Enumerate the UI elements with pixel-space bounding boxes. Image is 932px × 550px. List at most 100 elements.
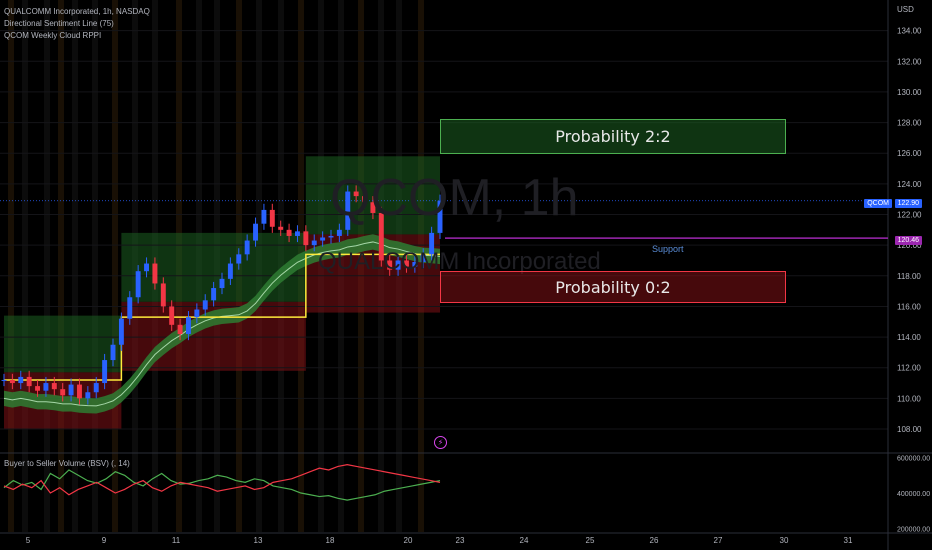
session-stripe <box>44 0 50 532</box>
candle-body <box>378 212 384 261</box>
candle-body <box>227 263 233 279</box>
sub-y-tick-label: 400000.00 <box>897 491 930 498</box>
legend-indicator-cloud[interactable]: QCOM Weekly Cloud RPPI <box>4 31 102 40</box>
candle-body <box>93 383 99 393</box>
lightning-icon[interactable]: ⚡ <box>434 436 447 449</box>
x-tick-label: 20 <box>404 536 413 545</box>
candle-body <box>152 263 158 284</box>
probability-down-box[interactable]: Probability 0:2 <box>440 271 786 303</box>
candle-body <box>18 376 24 384</box>
y-tick-label: 128.00 <box>897 119 922 128</box>
session-stripe <box>112 0 118 532</box>
candle-body <box>261 209 267 224</box>
legend-main[interactable]: QUALCOMM Incorporated, 1h, NASDAQ <box>4 7 150 16</box>
candle-body <box>336 229 342 236</box>
candle-body <box>278 226 284 230</box>
candle-body <box>403 260 409 267</box>
legend-subpane[interactable]: Buyer to Seller Volume (BSV) (, 14) <box>4 459 130 468</box>
y-tick-label: 108.00 <box>897 425 922 434</box>
cloud-bull-zone <box>305 156 440 235</box>
candle-body <box>9 379 15 384</box>
y-tick-label: 126.00 <box>897 149 922 158</box>
buyer-volume-line <box>3 469 441 501</box>
legend-indicator-dsl[interactable]: Directional Sentiment Line (75) <box>4 19 114 28</box>
candle-body <box>437 200 443 233</box>
y-tick-label: 132.00 <box>897 57 922 66</box>
y-tick-label: 124.00 <box>897 180 922 189</box>
candle-body <box>412 262 418 267</box>
y-tick-label: 112.00 <box>897 364 921 373</box>
candle-body <box>35 386 41 391</box>
candle-body <box>370 202 376 213</box>
candle-body <box>211 288 217 301</box>
probability-up-box[interactable]: Probability 2:2 <box>440 119 786 154</box>
x-tick-label: 23 <box>456 536 465 545</box>
candle-body <box>110 344 116 361</box>
x-tick-label: 5 <box>26 536 31 545</box>
x-tick-label: 25 <box>586 536 595 545</box>
candle-body <box>76 384 82 399</box>
y-tick-label: 130.00 <box>897 88 922 97</box>
x-tick-label: 18 <box>326 536 335 545</box>
y-tick-label: 134.00 <box>897 27 922 36</box>
ma-center-line <box>3 241 441 407</box>
candle-body <box>294 231 300 236</box>
candle-body <box>85 392 91 399</box>
candle-body <box>68 384 74 396</box>
candle-body <box>311 240 317 246</box>
y-tick-label: 122.00 <box>897 211 922 220</box>
last-price-symbol-tag: QCOM <box>864 199 892 208</box>
directional-sentiment-line <box>4 253 440 381</box>
candle-body <box>51 383 57 390</box>
candle-body <box>429 232 435 255</box>
candle-body <box>185 317 191 335</box>
y-tick-label: 116.00 <box>897 302 921 311</box>
support-label: Support <box>652 244 684 254</box>
candle-body <box>43 383 49 391</box>
probability-down-label: Probability 0:2 <box>555 277 671 297</box>
y-tick-label: 110.00 <box>897 394 921 403</box>
candle-body <box>169 306 175 325</box>
candle-body <box>102 360 108 384</box>
x-tick-label: 9 <box>102 536 107 545</box>
session-stripe <box>22 0 28 532</box>
last-price-tag: 122.90 <box>894 199 922 208</box>
session-stripe <box>92 0 98 532</box>
session-stripe <box>8 0 14 532</box>
candle-body <box>160 283 166 307</box>
candle-body <box>144 263 150 272</box>
candle-body <box>135 271 141 298</box>
candle-body <box>303 231 309 246</box>
y-tick-label: 114.00 <box>897 333 921 342</box>
x-tick-label: 27 <box>714 536 723 545</box>
x-tick-label: 30 <box>780 536 789 545</box>
session-stripe <box>58 0 64 532</box>
sub-y-tick-label: 200000.00 <box>897 526 930 533</box>
probability-up-label: Probability 2:2 <box>555 127 671 146</box>
candle-body <box>387 260 393 270</box>
cloud-bull-zone <box>4 315 122 373</box>
candle-body <box>60 389 66 396</box>
candle-body <box>244 240 250 255</box>
candle-body <box>362 196 368 203</box>
candle-body <box>269 209 275 227</box>
candle-body <box>26 376 32 387</box>
seller-volume-line <box>3 464 441 496</box>
x-tick-label: 11 <box>172 536 181 545</box>
sub-y-tick-label: 600000.00 <box>897 456 930 463</box>
x-tick-label: 26 <box>650 536 659 545</box>
candle-body <box>320 237 326 241</box>
candle-body <box>353 191 359 197</box>
x-tick-label: 13 <box>254 536 263 545</box>
candle-body <box>127 297 133 319</box>
candle-body <box>219 278 225 289</box>
candle-body <box>286 229 292 236</box>
support-price-tag: 120.46 <box>894 236 922 245</box>
candle-body <box>420 254 426 263</box>
candle-body <box>177 324 183 335</box>
candle-body <box>1 379 7 381</box>
candle-body <box>395 260 401 270</box>
x-tick-label: 24 <box>520 536 529 545</box>
candle-body <box>202 300 208 310</box>
